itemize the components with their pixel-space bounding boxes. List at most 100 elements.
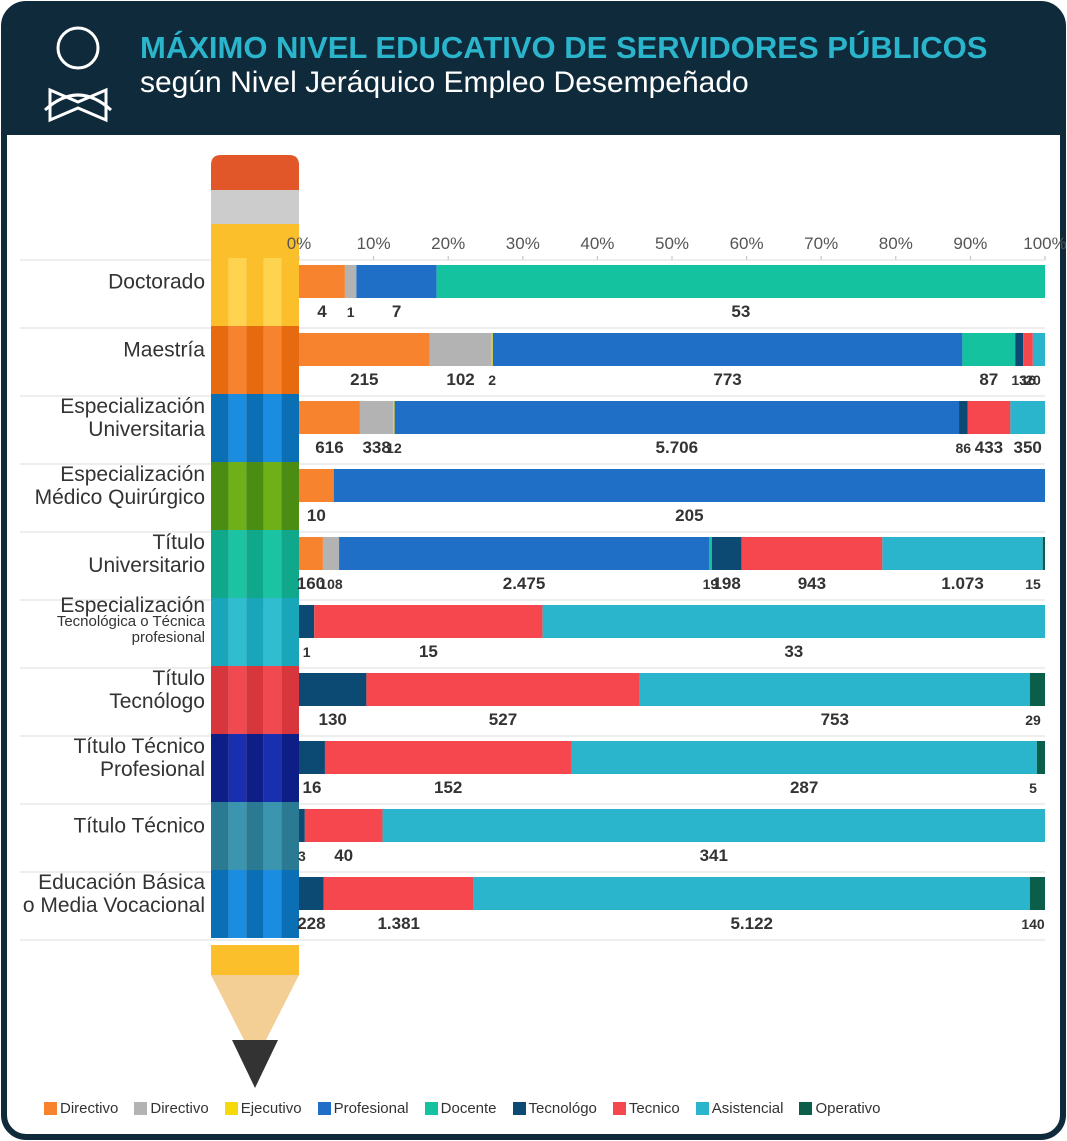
value-label: 10 <box>307 506 326 525</box>
bar-segment <box>708 537 712 570</box>
value-label: 53 <box>731 302 750 321</box>
pencil-wood <box>211 975 299 1040</box>
x-tick-label: 60% <box>730 234 764 253</box>
value-label: 130 <box>319 710 347 729</box>
bar-segment <box>639 673 1030 706</box>
pencil-tip <box>232 1040 278 1088</box>
value-label: 19 <box>703 576 719 592</box>
pencil-stripe <box>228 530 247 598</box>
bar-segment <box>356 265 437 298</box>
pencil-stripe <box>263 462 282 530</box>
bar-segment <box>1029 877 1045 910</box>
bar-segment <box>299 673 367 706</box>
pencil-stripe <box>246 394 264 462</box>
bar-segment <box>299 877 324 910</box>
bar-segment <box>492 333 963 366</box>
pencil-stripe <box>246 734 264 802</box>
value-label: 108 <box>319 576 343 592</box>
legend-swatch <box>224 1102 238 1115</box>
legend-swatch <box>612 1102 626 1115</box>
legend-label: Asistencial <box>711 1100 784 1117</box>
x-tick-label: 50% <box>655 234 689 253</box>
bar-segment <box>1015 333 1024 366</box>
bar-segment <box>967 401 1011 434</box>
value-label: 33 <box>784 642 803 661</box>
legend-label: Directivo <box>150 1100 209 1117</box>
pencil-stripe <box>281 734 299 802</box>
pencil-stripe <box>246 326 264 394</box>
bar-segment <box>1042 537 1045 570</box>
bar-segment <box>322 537 340 570</box>
bar-segment <box>314 605 543 638</box>
category-label: Título Técnico <box>73 814 205 837</box>
value-label: 86 <box>955 440 971 456</box>
pencil-stripe <box>228 802 247 870</box>
header-band <box>4 4 1063 135</box>
pencil-stripe <box>263 734 282 802</box>
legend-swatch <box>44 1102 57 1115</box>
bar-segment <box>393 401 395 434</box>
pencil-stripe <box>246 870 264 938</box>
bar-segment <box>741 537 883 570</box>
value-label: 287 <box>790 778 818 797</box>
legend-label: Operativo <box>815 1100 881 1117</box>
pencil-stripe <box>228 394 247 462</box>
category-label: Especialización Médico Quirúrgico <box>34 462 205 509</box>
pencil-stripe <box>246 258 264 326</box>
value-label: 5.122 <box>730 914 773 933</box>
legend-swatch <box>134 1102 148 1115</box>
value-label: 140 <box>1021 916 1045 932</box>
value-label: 350 <box>1014 438 1042 457</box>
bar-segment <box>382 809 1045 842</box>
bar-segment <box>1032 333 1045 366</box>
legend-item: Tecnológo <box>512 1100 597 1117</box>
value-label: 15 <box>1025 576 1041 592</box>
pencil-stripe <box>281 598 299 666</box>
bar-segment <box>436 265 1045 298</box>
legend-item: Ejecutivo <box>224 1100 302 1117</box>
pencil-stripe <box>281 462 299 530</box>
x-tick-label: 0% <box>287 234 312 253</box>
pencil-stripe <box>228 258 247 326</box>
value-label: 12 <box>386 440 402 456</box>
value-label: 102 <box>446 370 474 389</box>
pencil-ferrule <box>211 190 299 224</box>
category-label: Título Universitario <box>88 530 205 577</box>
pencil-stripe <box>281 802 299 870</box>
pencil-stripe <box>263 870 282 938</box>
pencil-stripe <box>228 326 247 394</box>
pencil-stripe <box>263 802 282 870</box>
value-label: 433 <box>975 438 1003 457</box>
x-tick-label: 90% <box>953 234 987 253</box>
legend-item: Tecnico <box>612 1100 680 1117</box>
x-tick-label: 10% <box>357 234 391 253</box>
bar-segment <box>299 265 345 298</box>
category-label: Doctorado <box>108 270 205 293</box>
bar-segment <box>1029 673 1045 706</box>
legend-item: Directivo <box>44 1100 118 1117</box>
subtitle: según Nivel Jeráquico Empleo Desempeñado <box>140 66 749 99</box>
x-tick-label: 20% <box>431 234 465 253</box>
pencil-stripe <box>211 462 229 530</box>
value-label: 16 <box>1020 372 1036 388</box>
bar-segment <box>333 469 1046 502</box>
value-label: 943 <box>798 574 826 593</box>
legend-label: Directivo <box>60 1100 119 1117</box>
bar-segment <box>366 673 640 706</box>
pencil-stripe <box>228 462 247 530</box>
legend-item: Directivo <box>134 1100 209 1117</box>
pencil-stripe <box>246 666 264 734</box>
x-tick-label: 30% <box>506 234 540 253</box>
bar-segment <box>339 537 709 570</box>
value-label: 13 <box>1011 372 1027 388</box>
legend-label: Docente <box>440 1100 497 1117</box>
bar-segment <box>394 401 960 434</box>
value-label: 616 <box>315 438 343 457</box>
value-label: 5 <box>1029 780 1037 796</box>
pencil-stripe <box>246 598 264 666</box>
bar-segment <box>299 537 323 570</box>
pencil-stripe <box>228 870 247 938</box>
reader-icon <box>43 26 113 123</box>
bar-segment <box>491 333 493 366</box>
